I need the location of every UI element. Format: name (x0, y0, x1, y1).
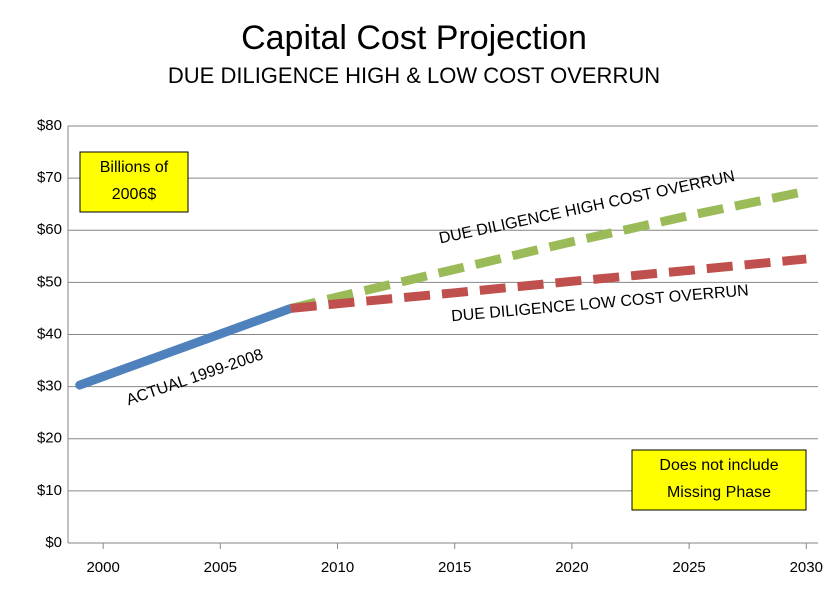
y-tick-label: $20 (37, 430, 62, 447)
x-tick-label: 2000 (86, 559, 119, 576)
chart-subtitle: DUE DILIGENCE HIGH & LOW COST OVERRUN (168, 63, 660, 88)
y-tick-label: $0 (45, 534, 62, 551)
x-tick-label: 2030 (790, 559, 823, 576)
x-tick-label: 2015 (438, 559, 471, 576)
x-tick-label: 2025 (672, 559, 705, 576)
x-tick-label: 2010 (321, 559, 354, 576)
chart-title: Capital Cost Projection (241, 19, 587, 57)
series-label: ACTUAL 1999-2008 (124, 346, 265, 409)
y-tick-label: $60 (37, 221, 62, 238)
x-tick-label: 2020 (555, 559, 588, 576)
annotation-text: Does not include (659, 457, 778, 474)
annotation-box (631, 449, 807, 511)
y-tick-label: $30 (37, 378, 62, 395)
y-tick-label: $10 (37, 482, 62, 499)
y-tick-label: $50 (37, 273, 62, 290)
series-line (289, 186, 808, 313)
y-tick-label: $80 (37, 117, 62, 134)
x-tick-label: 2005 (204, 559, 237, 576)
series-line (290, 254, 807, 313)
annotation-text: Missing Phase (667, 484, 771, 501)
y-tick-label: $40 (37, 325, 62, 342)
y-tick-label: $70 (37, 169, 62, 186)
annotation-box (79, 151, 189, 213)
annotation-text: 2006$ (112, 186, 157, 203)
series-line (75, 303, 296, 390)
annotation-text: Billions of (100, 159, 169, 176)
